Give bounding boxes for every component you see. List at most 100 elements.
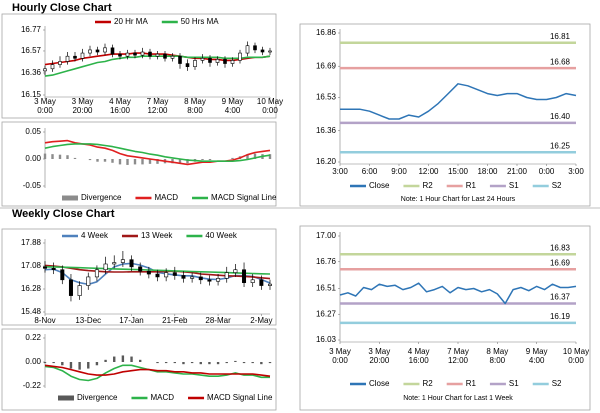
x-tick-label: 12:00 [418, 167, 439, 176]
candle-body [268, 50, 272, 53]
legend-label: MACD Signal Line [211, 193, 277, 202]
candle-body [103, 263, 108, 271]
legend-label: Close [369, 181, 390, 190]
x-tick-label: 18:00 [477, 167, 498, 176]
x-tick-label: 28-Mar [205, 316, 231, 325]
panel-border [1, 13, 277, 119]
panel-border [1, 228, 277, 326]
candle-body [42, 266, 47, 269]
divergence-bar [253, 153, 257, 159]
candle-body [77, 285, 82, 296]
legend-label: R2 [422, 181, 433, 190]
candle-body [200, 58, 205, 61]
legend-label: S1 [509, 181, 519, 190]
candle-body [95, 49, 100, 53]
candle-body [120, 259, 125, 263]
y-tick-label: 16.36 [316, 126, 337, 135]
candle-body [94, 269, 99, 278]
candle-body [86, 276, 91, 286]
legend-swatch [58, 395, 74, 401]
candle-body [190, 276, 195, 279]
candle-body [185, 63, 190, 67]
candle-body [181, 275, 186, 279]
level-label: 16.25 [550, 141, 571, 150]
divergence-bar [126, 159, 129, 165]
divergence-bar [52, 362, 55, 364]
y-tick-label: -0.05 [23, 181, 42, 190]
candle-body [207, 279, 212, 282]
candle-body [178, 55, 182, 64]
y-tick-label: 16.36 [21, 68, 42, 77]
y-tick-label: 16.86 [316, 28, 337, 37]
divergence-bar [141, 159, 144, 165]
legend-label: 13 Week [141, 231, 173, 240]
y-tick-label: 0.00 [25, 154, 41, 163]
divergence-bar [164, 362, 168, 364]
x-tick-label: 8:00 [490, 356, 506, 365]
level-label: 16.81 [550, 32, 571, 41]
divergence-bar [104, 359, 107, 362]
y-tick-label: 16.03 [316, 335, 337, 344]
divergence-bar [178, 159, 182, 164]
y-tick-label: 16.20 [316, 157, 337, 166]
candle-body [253, 45, 257, 51]
legend-label: Divergence [81, 193, 122, 202]
divergence-bar [66, 155, 69, 159]
candle-body [223, 59, 227, 64]
candle-body [242, 269, 247, 283]
x-tick-label: 10 May [563, 347, 589, 356]
x-tick-label: 9:00 [391, 167, 407, 176]
candle-body [163, 53, 167, 59]
candle-body [216, 278, 221, 282]
x-tick-label: 4:00 [225, 106, 241, 115]
x-tick-label: 12:00 [147, 106, 168, 115]
candle-body [215, 59, 220, 63]
x-tick-label: 3 May [329, 347, 351, 356]
candle-body [267, 283, 272, 286]
macd-line [44, 364, 271, 377]
legend-label: Close [369, 379, 390, 388]
divergence-bar [73, 157, 77, 159]
candle-body [140, 51, 145, 56]
divergence-bar [156, 159, 159, 164]
candle-body [138, 266, 143, 272]
divergence-bar [103, 159, 107, 162]
divergence-bar [111, 159, 114, 163]
candle-body [80, 52, 85, 59]
y-tick-label: -0.22 [23, 381, 42, 390]
y-tick-label: 16.57 [21, 46, 42, 55]
x-tick-label: 4 May [408, 347, 430, 356]
divergence-bar [78, 362, 81, 370]
y-tick-label: 16.28 [21, 284, 42, 293]
divergence-bar [138, 359, 142, 362]
candle-body [170, 55, 175, 59]
x-tick-label: 0:00 [332, 356, 348, 365]
candle-body [125, 52, 130, 57]
divergence-bar [182, 362, 185, 365]
divergence-bar [88, 159, 92, 161]
divergence-bar [173, 362, 177, 364]
divergence-bar [216, 362, 220, 365]
y-tick-label: 16.27 [316, 309, 337, 318]
divergence-bar [87, 362, 90, 369]
candle-body [60, 269, 65, 281]
x-tick-label: 10 May [257, 97, 283, 106]
x-tick-label: 9 May [222, 97, 244, 106]
y-tick-label: 16.69 [316, 61, 337, 70]
legend-label: S2 [552, 181, 562, 190]
divergence-bar [51, 154, 54, 159]
candle-body [51, 267, 56, 271]
divergence-bar [251, 362, 254, 364]
divergence-bar [113, 356, 116, 362]
level-label: 16.19 [550, 312, 571, 321]
macd-line [44, 143, 271, 162]
x-tick-label: 3:00 [332, 167, 348, 176]
candle-body [230, 60, 235, 64]
divergence-bar [69, 362, 73, 369]
divergence-bar [231, 157, 234, 159]
x-tick-label: 2-May [250, 316, 272, 325]
divergence-bar [225, 362, 228, 364]
close-line [339, 282, 577, 305]
divergence-bar [268, 154, 272, 159]
candle-body [238, 52, 242, 61]
